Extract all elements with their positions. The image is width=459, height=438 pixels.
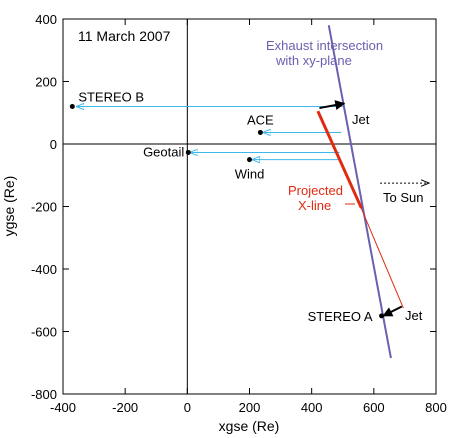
sun-label: To Sun [383, 190, 423, 205]
jet-arrow [382, 305, 403, 317]
y-axis-label: ygse (Re) [1, 176, 17, 237]
x-tick-label: 800 [425, 400, 447, 415]
x-tick-label: 200 [239, 400, 261, 415]
exhaust-label-line1: Exhaust intersection [266, 38, 383, 53]
spacecraft-label: STEREO B [78, 90, 144, 105]
spacecraft-label: ACE [247, 112, 274, 127]
spacecraft-point [69, 104, 75, 109]
y-tick-label: 400 [35, 12, 57, 27]
spacecraft-label: Wind [235, 167, 265, 182]
spacecraft-label: Geotail [143, 144, 184, 159]
y-tick-label: -600 [31, 325, 57, 340]
y-tick-label: 200 [35, 75, 57, 90]
axis-tick-labels: -400 -200 0 200 400 600 800 -800 -600 -400 -200 0 20… [31, 12, 447, 415]
x-tick-label: 400 [301, 400, 323, 415]
spacecraft-point [185, 149, 191, 155]
projected-xline-segment [316, 110, 363, 209]
spacecraft-points: STEREO B ACE Geotail Wind STEREO A [69, 90, 385, 324]
x-tick-label: -200 [112, 400, 138, 415]
date-label: 11 March 2007 [78, 28, 171, 44]
x-tick-label: 0 [184, 400, 191, 415]
xline-label-line1: Projected [288, 183, 343, 198]
x-tick-label: -400 [50, 400, 76, 415]
spacecraft-point [379, 313, 385, 319]
axis-ticks [62, 18, 437, 395]
jet-arrows [319, 100, 403, 317]
spacecraft-point [257, 129, 263, 135]
propagation-arrows [77, 107, 343, 160]
y-tick-label: -400 [31, 262, 57, 277]
plot-frame [62, 18, 437, 395]
y-tick-label: -800 [31, 387, 57, 402]
xline-label-line2: X-line [298, 198, 331, 213]
exhaust-intersection-line [327, 25, 392, 359]
x-axis-label: xgse (Re) [219, 418, 280, 434]
projected-xline-segment [359, 204, 404, 309]
x-tick-label: 600 [363, 400, 385, 415]
y-tick-label: -200 [31, 200, 57, 215]
y-tick-label: 0 [50, 137, 57, 152]
spacecraft-point [247, 157, 252, 163]
exhaust-label-line2: with xy-plane [275, 53, 352, 68]
jet-label-upper: Jet [352, 112, 370, 127]
projected-xline [316, 110, 404, 309]
jet-arrow [319, 100, 346, 110]
jet-label-lower: Jet [405, 308, 423, 323]
spacecraft-label: STEREO A [308, 309, 373, 324]
